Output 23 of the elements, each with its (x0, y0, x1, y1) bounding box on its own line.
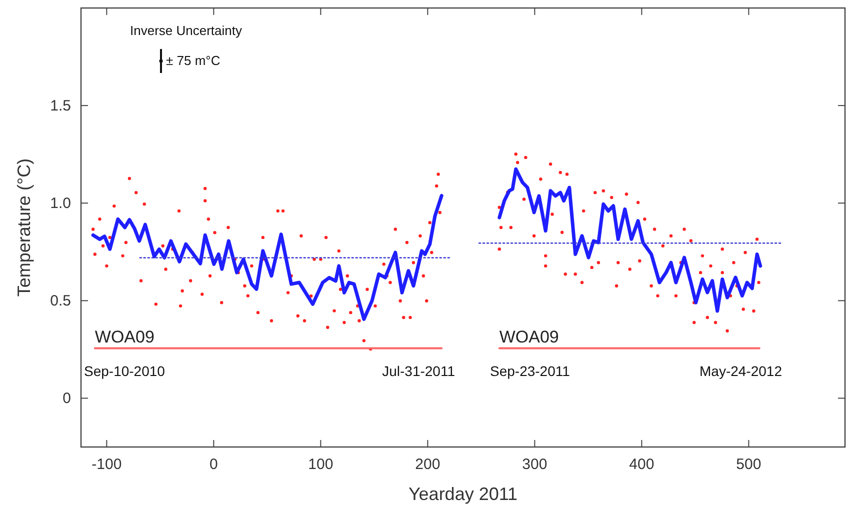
series-label: WOA09 (94, 327, 154, 346)
annotation: ± 75 m°C (166, 53, 220, 68)
annotation: Inverse Uncertainty (130, 23, 242, 38)
line-series (498, 167, 762, 313)
line-series (91, 194, 444, 321)
x-tick-label: 200 (415, 456, 440, 473)
x-tick-label: 500 (736, 456, 762, 473)
x-tick-label: 100 (308, 456, 334, 473)
annotation: Jul-31-2011 (382, 363, 456, 379)
x-tick-label: 300 (522, 456, 548, 473)
series-label: WOA09 (499, 327, 559, 346)
x-tick-label: 0 (210, 456, 218, 473)
y-axis-title: Temperature (°C) (14, 158, 34, 297)
x-tick-label: -100 (92, 456, 122, 473)
x-axis-title: Yearday 2011 (408, 484, 518, 504)
y-tick-label: 0.5 (50, 292, 71, 310)
y-tick-label: 0 (62, 390, 71, 408)
y-tick-label: 1.0 (50, 195, 71, 212)
annotation: May-24-2012 (700, 363, 782, 379)
annotation: Sep-10-2010 (84, 363, 166, 379)
annotation: Sep-23-2011 (490, 363, 570, 379)
x-tick-label: 400 (629, 456, 654, 473)
y-tick-label: 1.5 (50, 98, 71, 115)
